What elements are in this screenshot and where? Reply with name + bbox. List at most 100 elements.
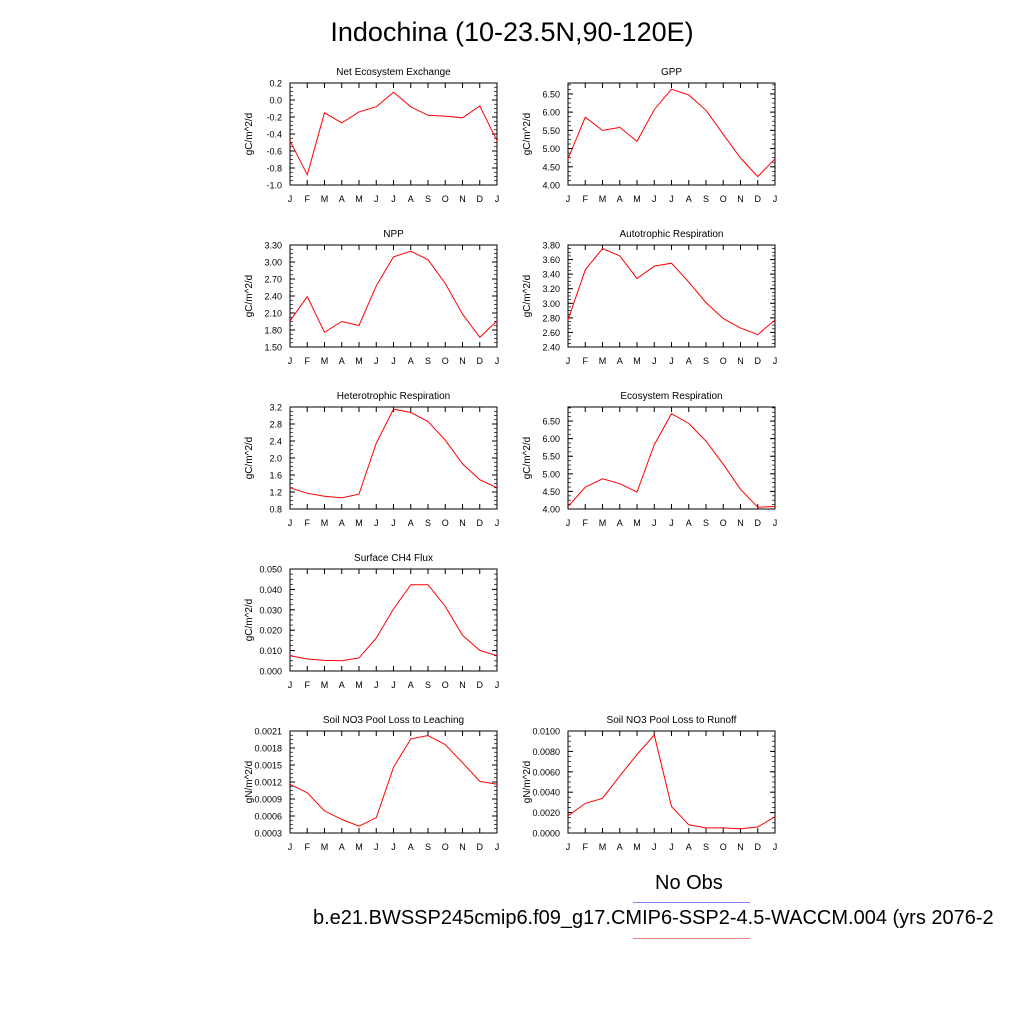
plot-frame <box>289 406 498 510</box>
x-tick-label: S <box>425 842 431 852</box>
x-tick-label: J <box>566 518 571 528</box>
x-tick-label: M <box>321 194 329 204</box>
x-tick-label: O <box>720 356 727 366</box>
x-tick-label: O <box>442 842 449 852</box>
x-tick-label: S <box>703 842 709 852</box>
x-tick-label: S <box>703 194 709 204</box>
x-tick-label: M <box>355 356 363 366</box>
y-tick-label: 3.40 <box>542 270 560 280</box>
y-tick-label: 4.50 <box>542 487 560 497</box>
y-axis-label: gC/m^2/d <box>244 437 255 480</box>
x-tick-label: M <box>633 842 641 852</box>
chart-title: Net Ecosystem Exchange <box>336 67 451 78</box>
x-tick-label: A <box>617 356 623 366</box>
x-tick-label: J <box>391 842 396 852</box>
x-tick-label: A <box>408 842 414 852</box>
x-tick-label: D <box>755 356 762 366</box>
x-tick-label: O <box>442 356 449 366</box>
x-tick-label: N <box>459 194 466 204</box>
x-tick-label: S <box>425 518 431 528</box>
x-tick-label: J <box>391 518 396 528</box>
x-tick-label: J <box>669 518 674 528</box>
y-tick-label: 6.50 <box>542 89 560 99</box>
x-tick-label: J <box>495 356 500 366</box>
x-tick-label: O <box>720 194 727 204</box>
x-tick-label: J <box>288 194 293 204</box>
y-tick-label: 0.010 <box>259 646 282 656</box>
y-tick-label: 4.50 <box>542 162 560 172</box>
y-axis-label: gN/m^2/d <box>522 761 533 804</box>
legend-case-label: b.e21.BWSSP245cmip6.f09_g17.CMIP6-SSP2-4… <box>313 907 994 929</box>
x-tick-label: A <box>617 518 623 528</box>
y-tick-label: 5.50 <box>542 126 560 136</box>
x-tick-label: A <box>339 842 345 852</box>
x-tick-label: J <box>374 356 379 366</box>
x-tick-label: N <box>459 680 466 690</box>
series-line <box>567 734 776 830</box>
x-tick-label: J <box>495 518 500 528</box>
x-tick-label: F <box>305 356 311 366</box>
x-tick-label: M <box>633 356 641 366</box>
x-tick-label: J <box>288 356 293 366</box>
x-tick-label: N <box>737 842 744 852</box>
y-tick-label: 2.8 <box>269 420 282 430</box>
y-axis-label: gC/m^2/d <box>244 599 255 642</box>
x-tick-label: A <box>617 842 623 852</box>
x-tick-label: M <box>321 680 329 690</box>
y-tick-label: 2.60 <box>542 328 560 338</box>
y-tick-label: 4.00 <box>542 181 560 191</box>
x-tick-label: F <box>305 518 311 528</box>
x-tick-label: J <box>773 356 778 366</box>
x-tick-label: F <box>583 842 589 852</box>
y-tick-label: 3.80 <box>542 241 560 251</box>
x-tick-label: A <box>339 518 345 528</box>
y-tick-label: 3.2 <box>269 403 282 413</box>
x-tick-label: D <box>477 518 484 528</box>
y-tick-label: -0.8 <box>266 164 282 174</box>
x-tick-label: J <box>374 680 379 690</box>
x-tick-label: A <box>339 680 345 690</box>
x-tick-label: O <box>442 518 449 528</box>
y-axis-label: gC/m^2/d <box>522 437 533 480</box>
y-tick-label: 6.00 <box>542 108 560 118</box>
x-tick-label: A <box>686 518 692 528</box>
plot-frame <box>289 244 498 348</box>
x-tick-label: J <box>391 194 396 204</box>
x-tick-label: A <box>686 842 692 852</box>
x-tick-label: F <box>583 194 589 204</box>
series-line <box>289 250 498 339</box>
y-tick-label: 0.030 <box>259 605 282 615</box>
y-tick-label: 3.30 <box>264 241 282 251</box>
chart-title: Soil NO3 Pool Loss to Leaching <box>323 715 464 726</box>
y-tick-label: 1.2 <box>269 488 282 498</box>
y-tick-label: 0.8 <box>269 505 282 515</box>
x-tick-label: M <box>355 194 363 204</box>
x-tick-label: J <box>566 194 571 204</box>
x-tick-label: M <box>633 518 641 528</box>
y-tick-label: 0.0009 <box>254 795 282 805</box>
y-tick-label: 0.0020 <box>532 808 560 818</box>
x-tick-label: J <box>773 842 778 852</box>
x-tick-label: J <box>773 194 778 204</box>
y-tick-label: 5.50 <box>542 452 560 462</box>
x-tick-label: N <box>737 194 744 204</box>
x-tick-label: M <box>599 518 607 528</box>
plot-frame <box>567 82 776 186</box>
chart-title: Soil NO3 Pool Loss to Runoff <box>607 715 737 726</box>
x-tick-label: J <box>669 842 674 852</box>
series-line <box>289 91 498 177</box>
x-tick-label: J <box>391 680 396 690</box>
x-tick-label: A <box>617 194 623 204</box>
y-tick-label: 0.000 <box>259 667 282 677</box>
y-tick-label: -0.2 <box>266 113 282 123</box>
chart-title: Autotrophic Respiration <box>620 229 724 240</box>
x-tick-label: M <box>599 194 607 204</box>
y-tick-label: 0.0003 <box>254 829 282 839</box>
x-tick-label: J <box>566 356 571 366</box>
x-tick-label: N <box>459 356 466 366</box>
y-tick-label: 0.020 <box>259 626 282 636</box>
x-tick-label: J <box>495 194 500 204</box>
